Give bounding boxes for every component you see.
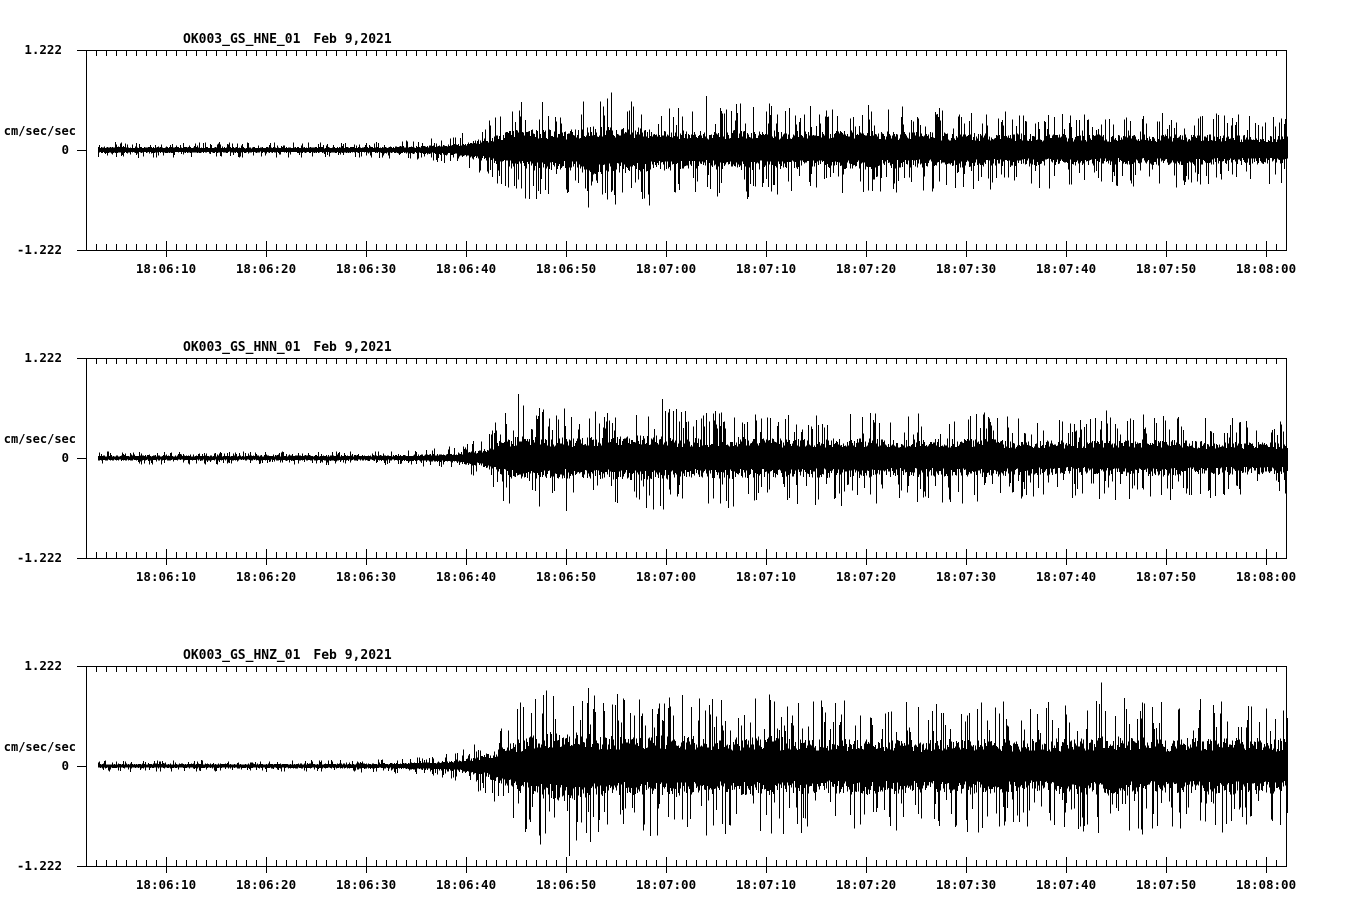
y-tick-min: -1.222 bbox=[16, 858, 62, 873]
y-tick-zero: 0 bbox=[61, 450, 69, 465]
x-tick-label: 18:08:00 bbox=[1236, 569, 1296, 584]
panel-hne: OK003_GS_HNE_01 Feb 9,2021 1.222 cm/sec/s… bbox=[0, 24, 1358, 332]
waveform-plot-hnn: 18:06:10 18:06:20 18:06:30 18:06:40 18:06:50… bbox=[77, 358, 1296, 584]
x-tick-label: 18:07:40 bbox=[1036, 569, 1096, 584]
x-tick-label: 18:07:10 bbox=[736, 261, 796, 276]
x-tick-label: 18:06:10 bbox=[136, 877, 196, 892]
panel-title: OK003_GS_HNZ_01 Feb 9,2021 bbox=[183, 649, 392, 663]
x-tick-label: 18:06:30 bbox=[336, 261, 396, 276]
x-tick-label: 18:07:30 bbox=[936, 569, 996, 584]
date-label: Feb 9,2021 bbox=[313, 32, 392, 47]
x-tick-label: 18:07:50 bbox=[1136, 261, 1196, 276]
x-tick-label: 18:07:00 bbox=[636, 569, 696, 584]
date-label: Feb 9,2021 bbox=[313, 648, 392, 663]
x-tick-label: 18:07:40 bbox=[1036, 261, 1096, 276]
y-tick-zero: 0 bbox=[61, 142, 69, 157]
x-tick-label: 18:07:50 bbox=[1136, 569, 1196, 584]
y-tick-max: 1.222 bbox=[24, 42, 62, 57]
x-tick-label: 18:07:30 bbox=[936, 261, 996, 276]
waveform-plot-hnz: 18:06:10 18:06:20 18:06:30 18:06:40 18:06:50… bbox=[77, 666, 1296, 892]
amplitude-units-label: cm/sec/sec bbox=[3, 740, 76, 754]
waveform-plot-hne: 18:06:10 18:06:20 18:06:30 18:06:40 18:06:50… bbox=[77, 50, 1296, 276]
x-tick-label: 18:07:00 bbox=[636, 261, 696, 276]
x-tick-label: 18:08:00 bbox=[1236, 877, 1296, 892]
station-channel-label: OK003_GS_HNN_01 bbox=[183, 340, 301, 355]
x-tick-label: 18:07:20 bbox=[836, 877, 896, 892]
seismic-trace bbox=[98, 682, 1288, 856]
x-tick-label: 18:06:20 bbox=[236, 877, 296, 892]
x-tick-label: 18:06:10 bbox=[136, 261, 196, 276]
x-tick-label: 18:07:20 bbox=[836, 261, 896, 276]
amplitude-units-label: cm/sec/sec bbox=[3, 124, 76, 138]
seismic-trace bbox=[98, 92, 1288, 208]
x-tick-label: 18:06:30 bbox=[336, 569, 396, 584]
x-tick-label: 18:07:00 bbox=[636, 877, 696, 892]
x-tick-label: 18:06:50 bbox=[536, 569, 596, 584]
x-tick-label: 18:07:10 bbox=[736, 877, 796, 892]
x-tick-label: 18:07:50 bbox=[1136, 877, 1196, 892]
x-tick-label: 18:06:10 bbox=[136, 569, 196, 584]
panel-title: OK003_GS_HNE_01 Feb 9,2021 bbox=[183, 33, 392, 47]
station-channel-label: OK003_GS_HNE_01 bbox=[183, 32, 301, 47]
panel-title: OK003_GS_HNN_01 Feb 9,2021 bbox=[183, 341, 392, 355]
x-tick-label: 18:06:40 bbox=[436, 569, 496, 584]
y-tick-min: -1.222 bbox=[16, 242, 62, 257]
x-tick-label: 18:07:10 bbox=[736, 569, 796, 584]
y-tick-min: -1.222 bbox=[16, 550, 62, 565]
y-tick-max: 1.222 bbox=[24, 350, 62, 365]
x-tick-label: 18:06:40 bbox=[436, 877, 496, 892]
y-tick-max: 1.222 bbox=[24, 658, 62, 673]
panel-hnn: OK003_GS_HNN_01 Feb 9,2021 1.222 cm/sec/s… bbox=[0, 332, 1358, 640]
x-tick-label: 18:06:20 bbox=[236, 569, 296, 584]
x-tick-label: 18:06:50 bbox=[536, 877, 596, 892]
x-tick-label: 18:07:40 bbox=[1036, 877, 1096, 892]
y-tick-zero: 0 bbox=[61, 758, 69, 773]
x-tick-label: 18:08:00 bbox=[1236, 261, 1296, 276]
x-tick-label: 18:06:30 bbox=[336, 877, 396, 892]
station-channel-label: OK003_GS_HNZ_01 bbox=[183, 648, 301, 663]
date-label: Feb 9,2021 bbox=[313, 340, 392, 355]
seismic-trace bbox=[98, 394, 1288, 512]
x-tick-label: 18:06:40 bbox=[436, 261, 496, 276]
x-tick-label: 18:07:20 bbox=[836, 569, 896, 584]
panel-hnz: OK003_GS_HNZ_01 Feb 9,2021 1.222 cm/sec/s… bbox=[0, 640, 1358, 924]
x-tick-label: 18:06:20 bbox=[236, 261, 296, 276]
x-tick-label: 18:06:50 bbox=[536, 261, 596, 276]
amplitude-units-label: cm/sec/sec bbox=[3, 432, 76, 446]
x-tick-label: 18:07:30 bbox=[936, 877, 996, 892]
